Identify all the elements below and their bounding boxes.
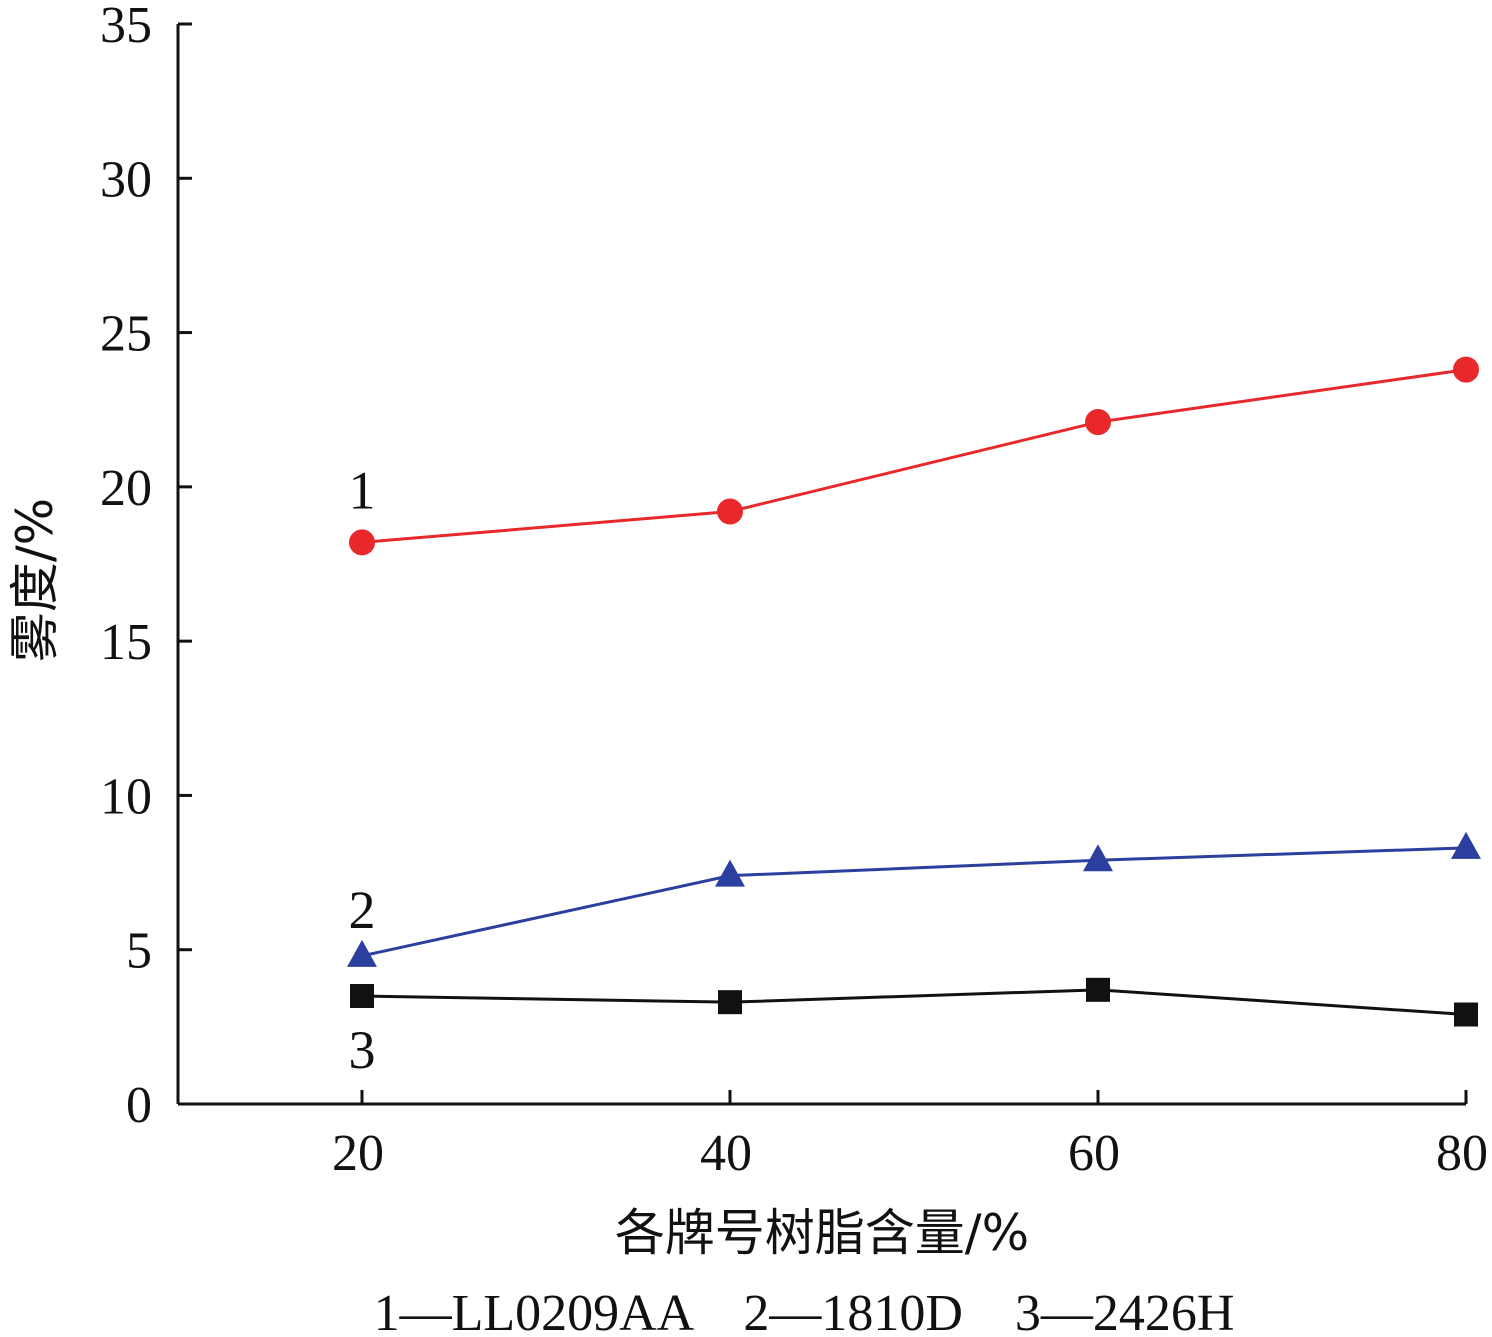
- legend: 1—LL0209AA 2—1810D 3—2426H: [374, 1285, 1235, 1337]
- y-tick-label: 30: [100, 151, 152, 208]
- x-tick-label: 80: [1436, 1125, 1488, 1182]
- series-1-line: [361, 368, 1467, 544]
- series-2-label: 2: [349, 880, 376, 940]
- x-ticks: 20 40 60 80: [332, 1090, 1488, 1182]
- y-tick-label: 20: [100, 460, 152, 517]
- y-tick-label: 15: [100, 614, 152, 671]
- y-tick-label: 5: [126, 923, 152, 980]
- x-tick-label: 40: [700, 1125, 752, 1182]
- series-1-point: [1453, 356, 1479, 383]
- series-1-point: [717, 498, 743, 525]
- axes: [176, 24, 1466, 1106]
- x-axis-title: 各牌号树脂含量/%: [615, 1204, 1029, 1262]
- series-2-point: [1451, 831, 1481, 859]
- y-tick-label: 10: [100, 768, 152, 825]
- series-2-point: [715, 859, 745, 887]
- series-3-point: [718, 990, 742, 1015]
- y-axis-title: 雾度/%: [6, 498, 64, 662]
- x-tick-label: 60: [1068, 1125, 1120, 1182]
- series-2-point: [347, 939, 377, 967]
- series-1-point: [1085, 409, 1111, 436]
- y-tick-label: 35: [100, 0, 152, 54]
- series-1-point: [349, 529, 375, 556]
- series-labels: 1 2 3: [349, 460, 376, 1080]
- series-3-point: [1086, 977, 1110, 1002]
- series-3-point: [1454, 1002, 1478, 1027]
- y-tick-label: 25: [100, 306, 152, 363]
- series-lines: [361, 368, 1467, 1017]
- series-markers: [347, 356, 1481, 1027]
- x-tick-label: 20: [332, 1125, 384, 1182]
- series-2-point: [1083, 844, 1113, 872]
- series-2-line: [361, 846, 1467, 958]
- y-ticks: 0 5 10 15 20 25 30 35: [100, 0, 192, 1134]
- series-1-label: 1: [349, 460, 376, 520]
- series-3-line: [361, 988, 1467, 1017]
- series-3-point: [350, 984, 374, 1008]
- series-3-label: 3: [349, 1020, 376, 1080]
- y-tick-label: 0: [126, 1077, 152, 1134]
